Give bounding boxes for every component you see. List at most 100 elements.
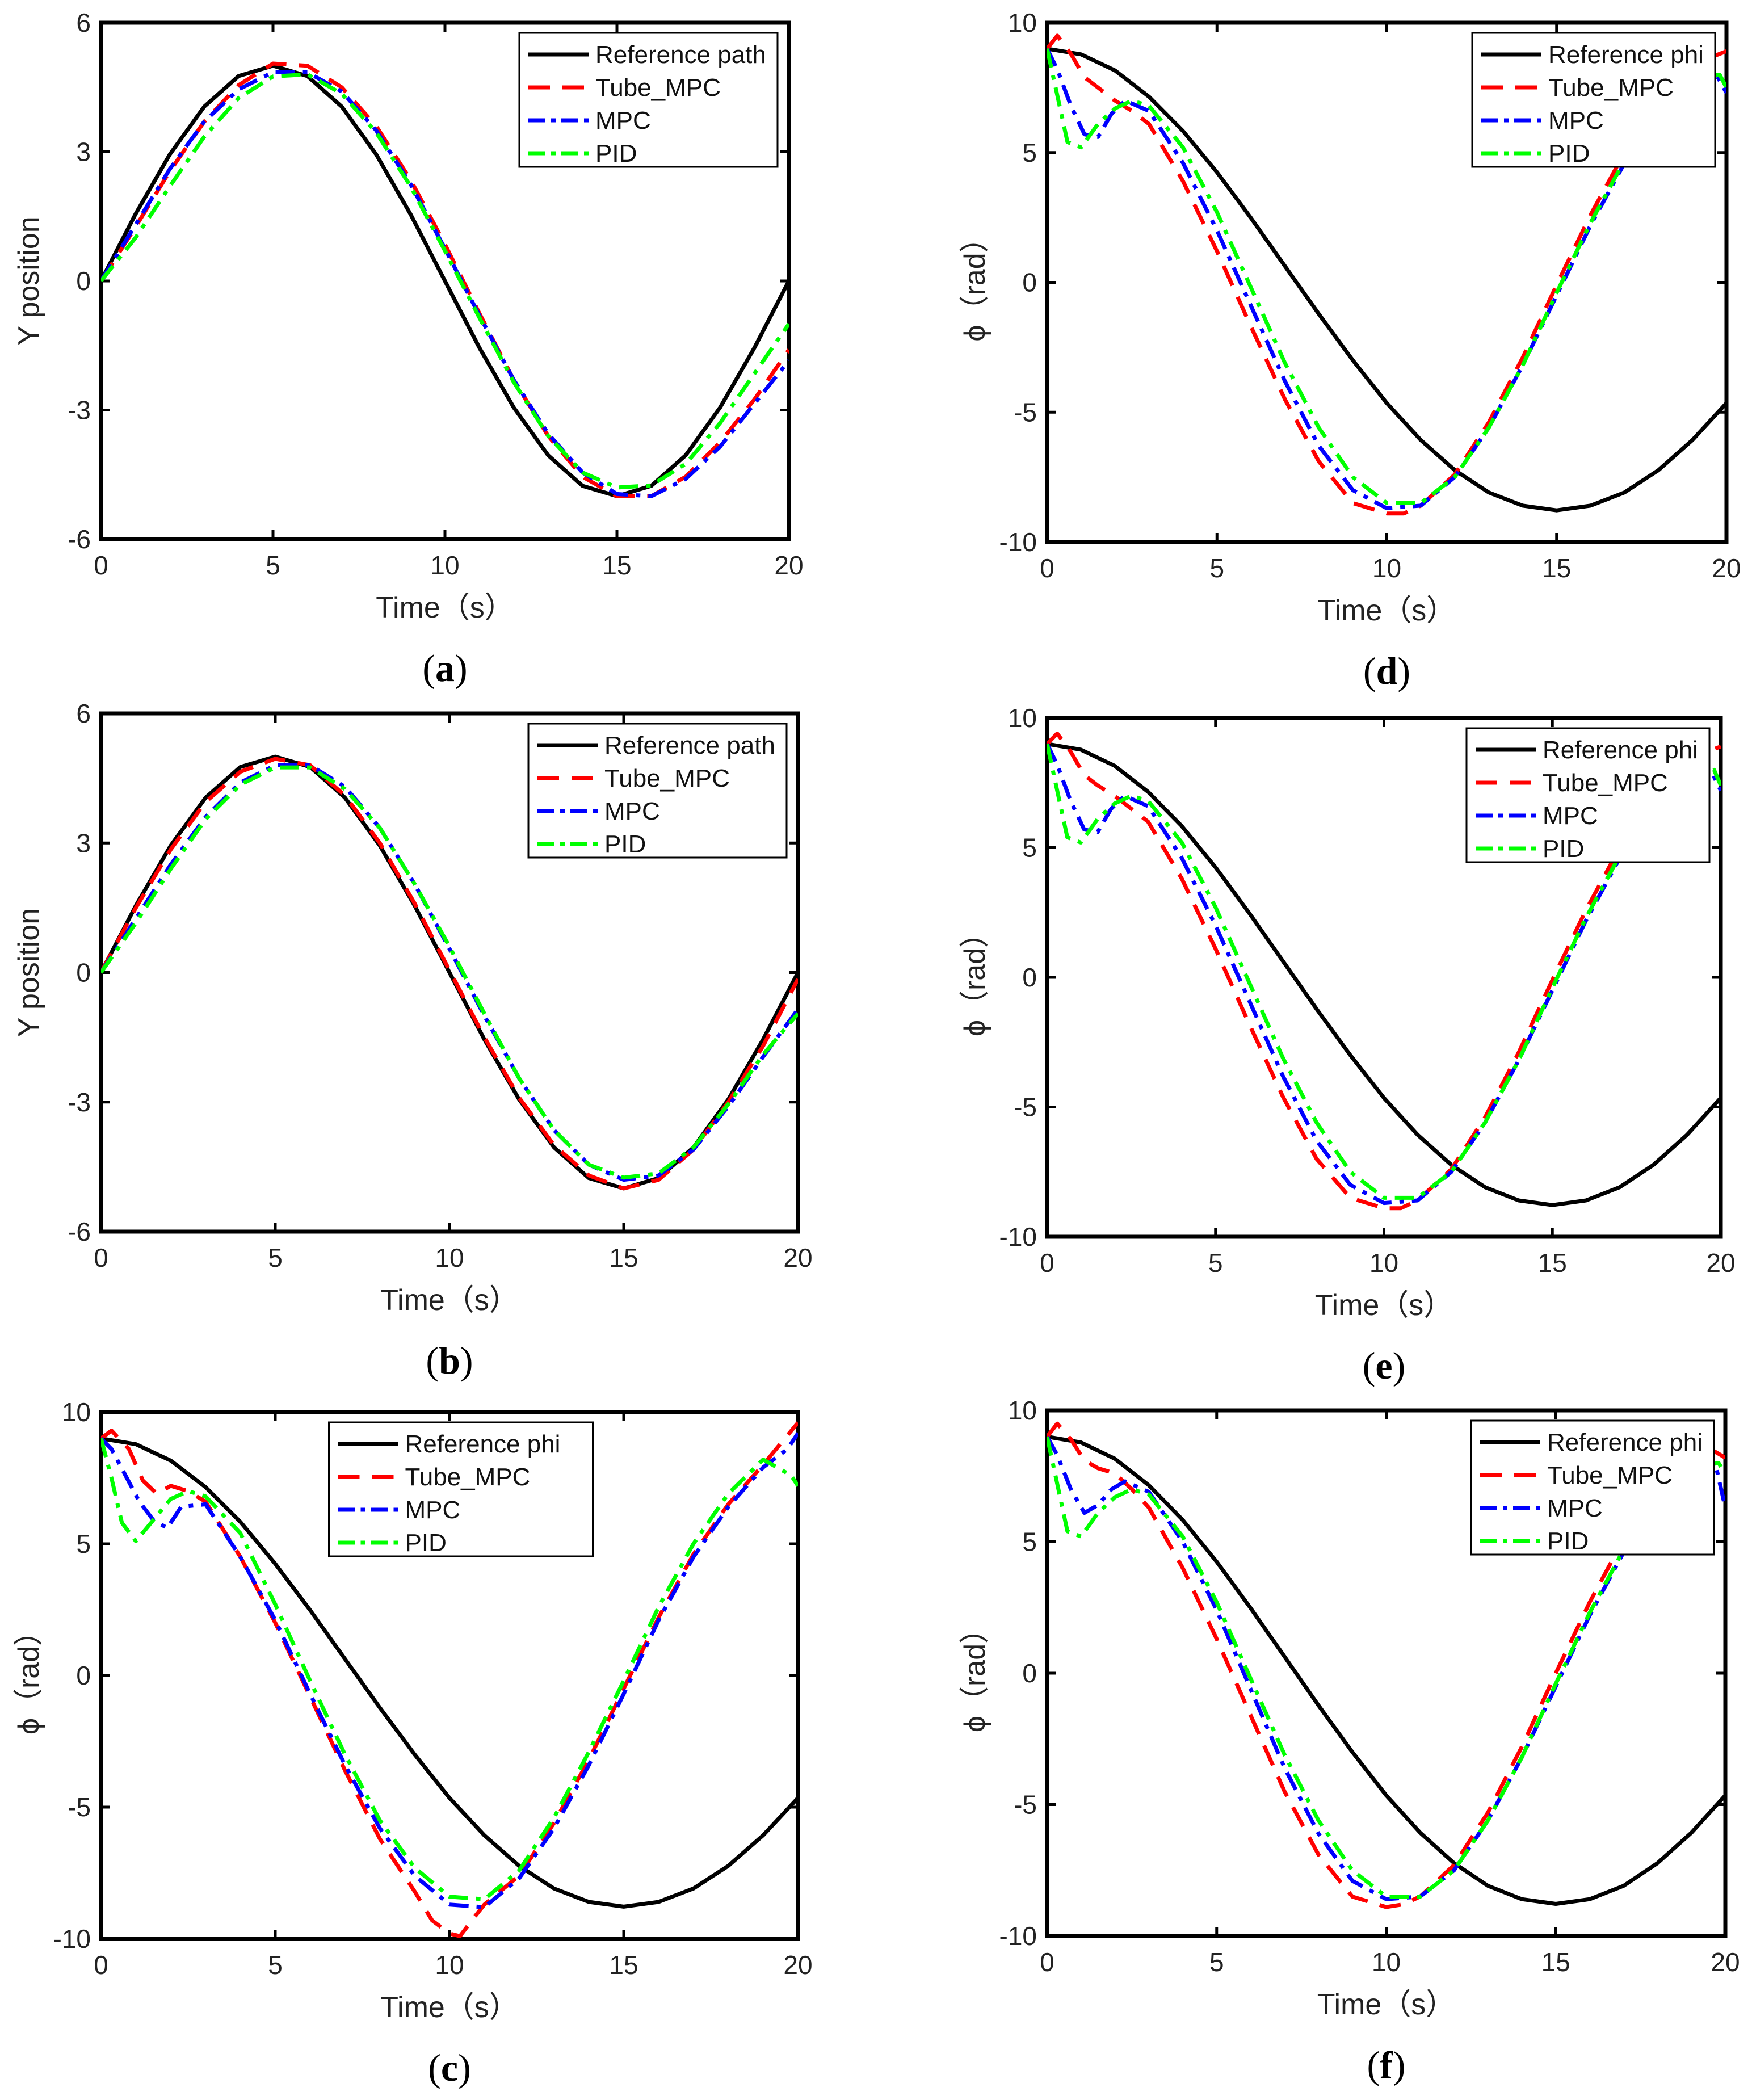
series-line-mpc <box>101 1432 798 1909</box>
series-line-ref <box>1047 47 1726 513</box>
y-tick-label: 3 <box>76 828 91 858</box>
x-tick-label: 20 <box>783 1243 812 1272</box>
y-tick-label: -3 <box>68 396 91 425</box>
x-axis-label: Time（s） <box>380 1284 519 1317</box>
series-line-mpc <box>101 70 789 498</box>
x-tick-label: 15 <box>1541 1947 1570 1977</box>
x-tick-label: 0 <box>94 1243 108 1272</box>
chart-panel-b: 0 5 10 15 20 6 3 0 -3 -6 Time（s） Y position Referenc… <box>12 699 813 1382</box>
y-tick-label: 5 <box>1022 833 1037 863</box>
y-tick-label: -6 <box>68 1217 91 1246</box>
panel-label: (e) <box>1363 1344 1406 1387</box>
y-tick-label: -5 <box>1014 397 1037 427</box>
x-tick-label: 0 <box>94 551 108 580</box>
y-tick-label: -5 <box>1014 1093 1037 1122</box>
y-tick-label: 0 <box>1022 1658 1037 1688</box>
legend-label: PID <box>1548 140 1590 167</box>
legend-label: MPC <box>1547 1494 1603 1522</box>
y-tick-label: 10 <box>1008 1396 1037 1425</box>
x-tick-label: 10 <box>1372 1947 1401 1977</box>
panel-letter: e <box>1375 1344 1392 1387</box>
panel-label: (c) <box>428 2046 471 2089</box>
x-tick-label: 15 <box>609 1950 638 1980</box>
y-tick-label: 6 <box>76 8 91 37</box>
legend-label: Reference phi <box>1547 1429 1703 1456</box>
x-axis-label: Time（s） <box>376 591 514 624</box>
legend-label: Tube_MPC <box>1548 74 1674 102</box>
x-tick-label: 10 <box>1372 553 1401 583</box>
x-tick-label: 20 <box>774 551 803 580</box>
y-tick-label: -5 <box>1014 1790 1037 1820</box>
series-line-ref <box>1047 742 1721 1207</box>
y-tick-label: 6 <box>76 699 91 728</box>
panel-label: (a) <box>422 646 467 690</box>
legend-label: Reference path <box>595 41 766 69</box>
series-line-ref <box>1047 1434 1725 1906</box>
y-axis-label: ϕ（rad） <box>959 918 991 1036</box>
panel-letter: d <box>1376 649 1398 692</box>
panel-label: (f) <box>1367 2043 1406 2086</box>
legend-label: Tube_MPC <box>1547 1461 1673 1489</box>
series-line-pid <box>1047 1436 1725 1899</box>
y-tick-label: 0 <box>76 266 91 296</box>
x-tick-label: 0 <box>94 1950 108 1980</box>
legend-label: Reference path <box>604 732 775 759</box>
legend-label: PID <box>595 140 637 167</box>
x-axis-label: Time（s） <box>1318 594 1456 627</box>
panel-letter: c <box>441 2046 458 2089</box>
legend-label: Tube_MPC <box>1543 769 1668 797</box>
legend-label: MPC <box>595 107 651 135</box>
chart-panel-e: 0 5 10 15 20 10 5 0 -5 -10 Time（s） ϕ（rad） Reference … <box>959 703 1736 1387</box>
x-tick-label: 5 <box>1209 553 1224 583</box>
series-line-tube <box>1047 33 1726 516</box>
x-tick-label: 0 <box>1040 553 1054 583</box>
series-line-pid <box>1047 743 1721 1200</box>
series-line-pid <box>101 72 789 490</box>
legend-label: PID <box>604 830 646 858</box>
y-tick-label: 10 <box>1008 8 1037 37</box>
y-tick-label: 5 <box>76 1529 91 1559</box>
legend-label: Reference phi <box>405 1430 561 1458</box>
y-tick-label: -3 <box>68 1087 91 1117</box>
x-tick-label: 20 <box>1712 553 1741 583</box>
legend-label: PID <box>1547 1527 1589 1555</box>
panel-letter: a <box>435 646 455 690</box>
x-axis-label: Time（s） <box>1315 1289 1453 1322</box>
y-tick-label: -10 <box>999 1222 1037 1251</box>
legend-label: Tube_MPC <box>595 74 721 102</box>
chart-panel-f: 0 5 10 15 20 10 5 0 -5 -10 Time（s） ϕ（rad） Reference … <box>959 1396 1740 2086</box>
y-axis-label: ϕ（rad） <box>12 1616 45 1734</box>
y-tick-label: -6 <box>68 524 91 554</box>
y-tick-label: 10 <box>62 1397 91 1427</box>
series-line-pid <box>101 1438 798 1901</box>
chart-panel-d: 0 5 10 15 20 10 5 0 -5 -10 Time（s） ϕ（rad） Reference … <box>959 8 1741 692</box>
y-axis-label: Y position <box>12 908 45 1037</box>
x-tick-label: 20 <box>1711 1947 1740 1977</box>
panel-label: (d) <box>1363 649 1410 692</box>
series-line-ref <box>101 64 789 498</box>
legend-label: Reference phi <box>1543 736 1698 764</box>
x-tick-label: 20 <box>783 1950 812 1980</box>
x-tick-label: 15 <box>1538 1248 1567 1278</box>
x-tick-label: 15 <box>1542 553 1571 583</box>
legend-label: MPC <box>604 797 660 825</box>
y-tick-label: 10 <box>1008 703 1037 733</box>
x-tick-label: 0 <box>1040 1947 1054 1977</box>
y-tick-label: 0 <box>76 958 91 988</box>
legend-label: Reference phi <box>1548 41 1704 69</box>
panel-letter: b <box>439 1339 460 1382</box>
x-tick-label: 10 <box>435 1243 464 1272</box>
legend-label: Tube_MPC <box>604 765 730 792</box>
panel-letter: f <box>1380 2043 1393 2086</box>
chart-panel-c: 0 5 10 15 20 10 5 0 -5 -10 Time（s） ϕ（rad） Reference … <box>12 1397 813 2089</box>
x-axis-label: Time（s） <box>380 1991 519 2024</box>
x-tick-label: 5 <box>1209 1947 1224 1977</box>
series-line-tube <box>1047 731 1721 1211</box>
legend-label: Tube_MPC <box>405 1463 531 1491</box>
x-tick-label: 10 <box>430 551 459 580</box>
x-tick-label: 20 <box>1706 1248 1735 1278</box>
legend-label: PID <box>1543 835 1584 863</box>
x-tick-label: 10 <box>435 1950 464 1980</box>
legend-label: PID <box>405 1529 447 1557</box>
